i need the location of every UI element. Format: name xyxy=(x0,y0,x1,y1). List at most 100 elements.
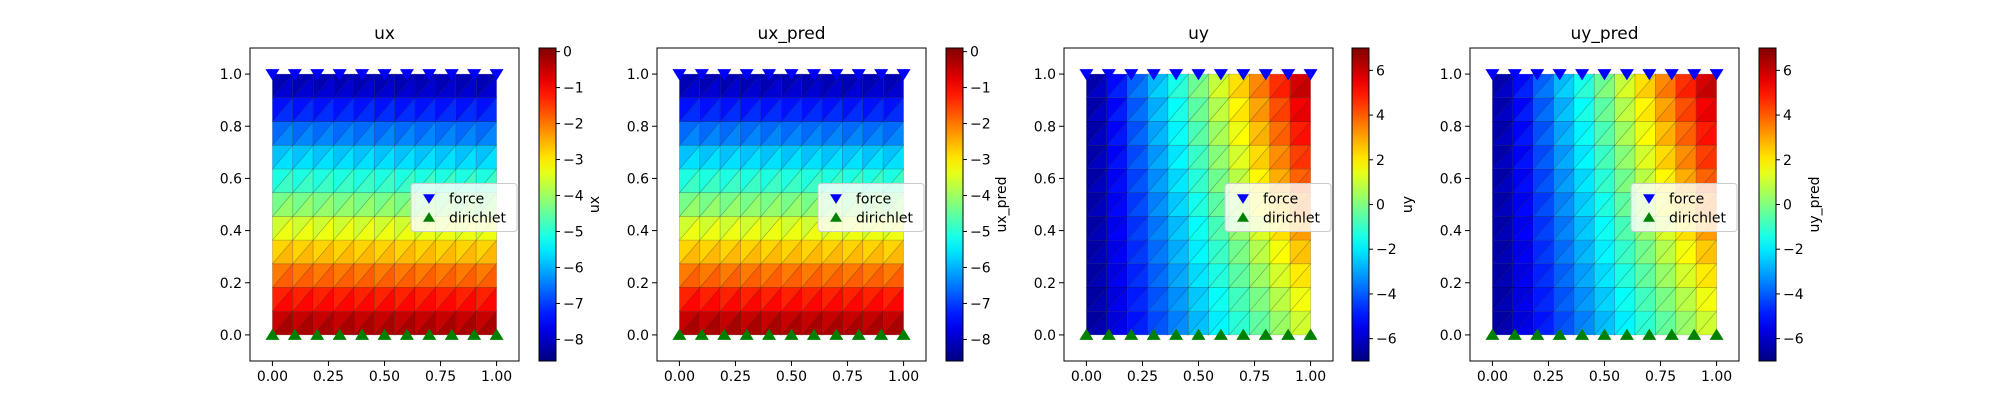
mesh-cell xyxy=(1695,73,1718,99)
colorbar-tick-label: −6 xyxy=(1376,332,1397,348)
mesh-cell xyxy=(719,73,742,99)
mesh-cell xyxy=(475,144,497,170)
subplot-1: ux0.00 0.25 0.50 0.75 1.000.00.20.40.60.81.0… xyxy=(220,24,603,385)
legend: force dirichlet xyxy=(1224,183,1332,232)
force-marker xyxy=(1191,69,1206,81)
y-tick-label: 0.6 xyxy=(1440,171,1462,187)
x-tick-label: 0.25 xyxy=(313,369,344,385)
colorbar-tick-label: 2 xyxy=(1783,153,1792,169)
x-tick-label: 0.25 xyxy=(1533,369,1564,385)
colorbar xyxy=(945,47,964,362)
y-tick-label: 0.6 xyxy=(220,171,242,187)
mesh-cell xyxy=(882,262,904,288)
x-tick-label: 0.00 xyxy=(1071,369,1102,385)
mesh-cell xyxy=(1675,73,1697,99)
dirichlet-marker xyxy=(1236,328,1251,340)
colorbar-tick-label: 0 xyxy=(970,45,979,61)
colorbar-tick-label: −6 xyxy=(1783,332,1804,348)
mesh-cell xyxy=(414,73,437,99)
force-marker xyxy=(672,69,687,81)
y-tick-label: 1.0 xyxy=(1034,67,1056,83)
legend-dirichlet-marker xyxy=(1643,212,1655,222)
dirichlet-marker xyxy=(287,328,302,340)
legend-force-label: force xyxy=(1263,192,1298,208)
y-tick-label: 0.8 xyxy=(1034,119,1056,135)
mesh-cell xyxy=(435,73,457,99)
dirichlet-marker xyxy=(467,328,482,340)
force-marker xyxy=(874,69,889,81)
colorbar-tick-label: −4 xyxy=(563,189,584,205)
chart-title: ux_pred xyxy=(758,24,826,44)
mesh-cell xyxy=(1492,73,1514,99)
dirichlet-marker xyxy=(1709,328,1724,340)
y-tick-label: 0.4 xyxy=(627,224,649,240)
dirichlet-marker xyxy=(1575,328,1590,340)
colorbar-tick-label: −1 xyxy=(970,81,991,97)
mesh-cell xyxy=(1655,73,1677,99)
y-tick-label: 1.0 xyxy=(627,67,649,83)
dirichlet-marker xyxy=(1687,328,1702,340)
dirichlet-marker xyxy=(332,328,347,340)
mesh-1 xyxy=(271,73,498,336)
mesh-cell xyxy=(475,262,497,288)
mesh-cell xyxy=(292,73,314,99)
dirichlet-marker xyxy=(1530,328,1545,340)
dirichlet-marker xyxy=(717,328,732,340)
x-tick-label: 1.00 xyxy=(481,369,512,385)
legend-box xyxy=(1630,183,1738,232)
x-tick-label: 0.25 xyxy=(720,369,751,385)
force-marker xyxy=(1281,69,1296,81)
mesh-cell xyxy=(1126,73,1149,99)
colorbar xyxy=(538,47,557,362)
colorbar-tick-label: −2 xyxy=(1376,242,1397,258)
force-marker xyxy=(1642,69,1657,81)
force-marker xyxy=(1619,69,1634,81)
force-marker xyxy=(1101,69,1116,81)
dirichlet-marker xyxy=(1597,328,1612,340)
mesh-cell xyxy=(1289,73,1312,99)
force-marker xyxy=(717,69,732,81)
force-marker xyxy=(1664,69,1679,81)
mesh-cell xyxy=(1228,73,1251,99)
legend-box xyxy=(410,183,518,232)
mesh-cell xyxy=(475,73,498,99)
dirichlet-marker xyxy=(851,328,866,340)
y-tick-label: 0.2 xyxy=(1440,276,1462,292)
x-tick-label: 0.00 xyxy=(1477,369,1508,385)
dirichlet-marker xyxy=(874,328,889,340)
mesh-cell xyxy=(333,73,355,99)
dirichlet-marker xyxy=(1213,328,1228,340)
y-tick-label: 0.2 xyxy=(1034,276,1056,292)
mesh-cell xyxy=(821,73,844,99)
force-marker xyxy=(762,69,777,81)
y-tick-label: 0.4 xyxy=(220,224,242,240)
dirichlet-marker xyxy=(489,328,504,340)
force-marker xyxy=(1303,69,1318,81)
colorbar-label: ux xyxy=(587,196,603,213)
force-marker xyxy=(1575,69,1590,81)
colorbar-tick-label: −2 xyxy=(970,117,991,133)
force-marker xyxy=(896,69,911,81)
legend: force dirichlet xyxy=(410,183,518,232)
mesh-cell xyxy=(312,73,335,99)
mesh-cell xyxy=(1269,73,1291,99)
force-marker xyxy=(489,69,504,81)
dirichlet-marker xyxy=(310,328,325,340)
dirichlet-marker xyxy=(1146,328,1161,340)
legend: force dirichlet xyxy=(1630,183,1738,232)
force-marker xyxy=(829,69,844,81)
force-marker xyxy=(1079,69,1094,81)
colorbar-label: ux_pred xyxy=(994,177,1010,233)
mesh-cell xyxy=(679,73,701,99)
x-tick-label: 0.50 xyxy=(1183,369,1214,385)
y-tick-label: 0.4 xyxy=(1034,224,1056,240)
force-marker xyxy=(332,69,347,81)
legend-dirichlet-label: dirichlet xyxy=(1263,211,1320,227)
dirichlet-marker xyxy=(1619,328,1634,340)
chart-title: uy xyxy=(1188,24,1209,44)
dirichlet-marker xyxy=(739,328,754,340)
colorbar-tick-label: −4 xyxy=(1783,287,1804,303)
colorbar-tick-label: −4 xyxy=(1376,287,1397,303)
colorbar-tick-label: −2 xyxy=(563,117,584,133)
